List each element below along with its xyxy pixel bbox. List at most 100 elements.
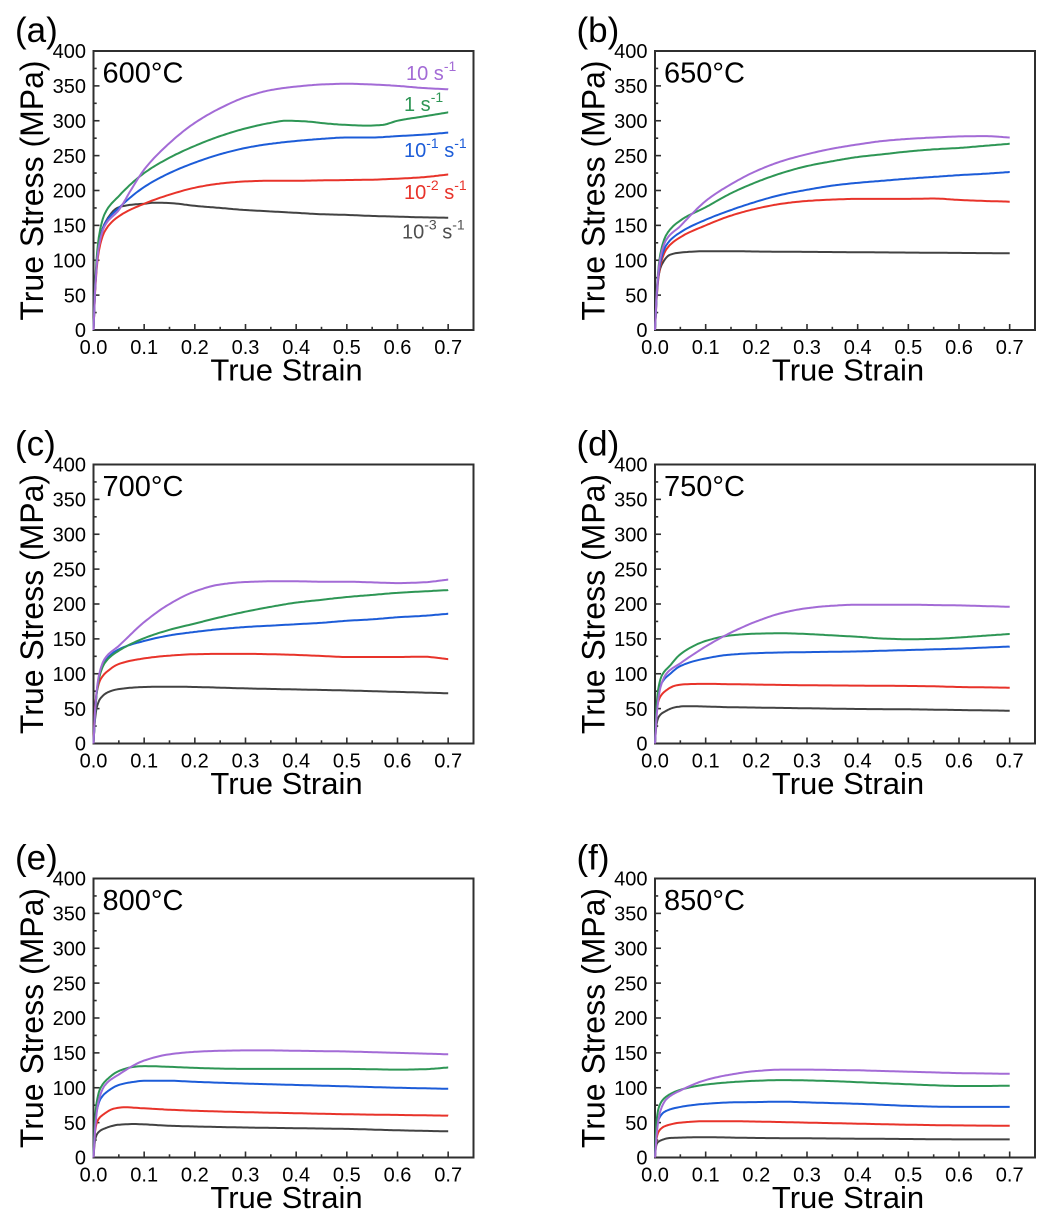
svg-text:0.3: 0.3	[793, 751, 821, 773]
svg-text:300: 300	[614, 939, 647, 961]
svg-text:400: 400	[53, 41, 86, 63]
svg-text:True Strain: True Strain	[210, 766, 362, 801]
svg-text:400: 400	[53, 455, 86, 477]
svg-text:350: 350	[53, 76, 86, 98]
svg-text:True Stress (MPa): True Stress (MPa)	[14, 60, 50, 320]
svg-text:250: 250	[614, 559, 647, 581]
svg-text:0.1: 0.1	[692, 751, 720, 773]
svg-text:0.0: 0.0	[641, 337, 669, 359]
svg-text:50: 50	[64, 699, 86, 721]
svg-text:True Strain: True Strain	[210, 1180, 362, 1215]
svg-text:0.0: 0.0	[641, 751, 669, 773]
svg-text:250: 250	[614, 973, 647, 995]
svg-text:0.3: 0.3	[232, 751, 260, 773]
svg-text:0.6: 0.6	[384, 751, 412, 773]
svg-text:350: 350	[614, 490, 647, 512]
svg-text:0.7: 0.7	[434, 751, 462, 773]
svg-text:0.5: 0.5	[894, 751, 922, 773]
svg-text:0.4: 0.4	[844, 337, 872, 359]
svg-text:0.4: 0.4	[282, 1165, 310, 1187]
svg-text:700°C: 700°C	[103, 471, 184, 503]
svg-text:0.6: 0.6	[945, 337, 973, 359]
svg-text:0.3: 0.3	[793, 337, 821, 359]
svg-text:650°C: 650°C	[664, 58, 745, 90]
svg-text:(c): (c)	[15, 425, 56, 464]
svg-text:(a): (a)	[15, 11, 58, 50]
svg-text:750°C: 750°C	[664, 471, 745, 503]
svg-text:0.3: 0.3	[232, 337, 260, 359]
svg-text:200: 200	[614, 181, 647, 203]
svg-text:300: 300	[614, 525, 647, 547]
svg-text:True Strain: True Strain	[210, 353, 362, 388]
svg-text:0.5: 0.5	[333, 751, 361, 773]
svg-text:0.0: 0.0	[80, 337, 108, 359]
svg-text:True Stress (MPa): True Stress (MPa)	[576, 474, 612, 734]
svg-text:0: 0	[75, 1148, 86, 1170]
svg-text:50: 50	[64, 285, 86, 307]
svg-text:350: 350	[53, 904, 86, 926]
svg-text:0.4: 0.4	[282, 337, 310, 359]
svg-text:0.1: 0.1	[130, 751, 158, 773]
svg-text:True Stress (MPa): True Stress (MPa)	[14, 474, 50, 734]
svg-text:100: 100	[614, 1078, 647, 1100]
svg-text:(e): (e)	[15, 839, 58, 878]
svg-text:50: 50	[625, 1113, 647, 1135]
svg-text:350: 350	[53, 490, 86, 512]
svg-text:0: 0	[636, 734, 647, 756]
svg-text:0.2: 0.2	[742, 337, 770, 359]
svg-text:0.1: 0.1	[130, 337, 158, 359]
svg-text:0.2: 0.2	[181, 1165, 209, 1187]
svg-text:100: 100	[53, 664, 86, 686]
svg-text:0.5: 0.5	[894, 337, 922, 359]
svg-text:400: 400	[614, 41, 647, 63]
svg-text:0.4: 0.4	[282, 751, 310, 773]
svg-text:250: 250	[53, 146, 86, 168]
svg-text:(d): (d)	[577, 425, 620, 464]
svg-text:0: 0	[75, 320, 86, 342]
svg-text:300: 300	[53, 525, 86, 547]
svg-text:0.2: 0.2	[742, 751, 770, 773]
svg-text:0.7: 0.7	[996, 751, 1024, 773]
svg-text:50: 50	[64, 1113, 86, 1135]
svg-text:150: 150	[53, 1043, 86, 1065]
svg-text:0.1: 0.1	[692, 337, 720, 359]
svg-text:(f): (f)	[577, 839, 610, 878]
svg-text:0.4: 0.4	[844, 1165, 872, 1187]
svg-text:0.7: 0.7	[434, 337, 462, 359]
svg-text:True Stress (MPa): True Stress (MPa)	[14, 888, 50, 1148]
svg-text:0: 0	[636, 320, 647, 342]
svg-text:150: 150	[614, 629, 647, 651]
svg-text:400: 400	[53, 869, 86, 891]
svg-text:0.7: 0.7	[434, 1165, 462, 1187]
svg-text:300: 300	[53, 111, 86, 133]
svg-text:(b): (b)	[577, 11, 620, 50]
svg-text:0.2: 0.2	[742, 1165, 770, 1187]
svg-text:100: 100	[614, 664, 647, 686]
svg-text:200: 200	[614, 594, 647, 616]
svg-text:True Stress (MPa): True Stress (MPa)	[576, 888, 612, 1148]
svg-text:150: 150	[614, 1043, 647, 1065]
svg-text:True Strain: True Strain	[772, 766, 924, 801]
svg-text:0.1: 0.1	[692, 1165, 720, 1187]
svg-text:250: 250	[53, 973, 86, 995]
svg-text:0.0: 0.0	[80, 1165, 108, 1187]
svg-text:0.5: 0.5	[894, 1165, 922, 1187]
svg-text:50: 50	[625, 699, 647, 721]
svg-text:0.0: 0.0	[80, 751, 108, 773]
svg-text:0.6: 0.6	[945, 751, 973, 773]
svg-text:850°C: 850°C	[664, 885, 745, 917]
svg-text:0.5: 0.5	[333, 337, 361, 359]
svg-text:0.5: 0.5	[333, 1165, 361, 1187]
svg-text:0.2: 0.2	[181, 751, 209, 773]
svg-text:200: 200	[614, 1008, 647, 1030]
svg-text:100: 100	[53, 250, 86, 272]
svg-text:600°C: 600°C	[103, 58, 184, 90]
svg-text:100: 100	[53, 1078, 86, 1100]
svg-text:100: 100	[614, 250, 647, 272]
svg-text:800°C: 800°C	[103, 885, 184, 917]
svg-text:200: 200	[53, 181, 86, 203]
svg-text:400: 400	[614, 869, 647, 891]
svg-text:0.6: 0.6	[945, 1165, 973, 1187]
svg-text:350: 350	[614, 904, 647, 926]
svg-text:400: 400	[614, 455, 647, 477]
